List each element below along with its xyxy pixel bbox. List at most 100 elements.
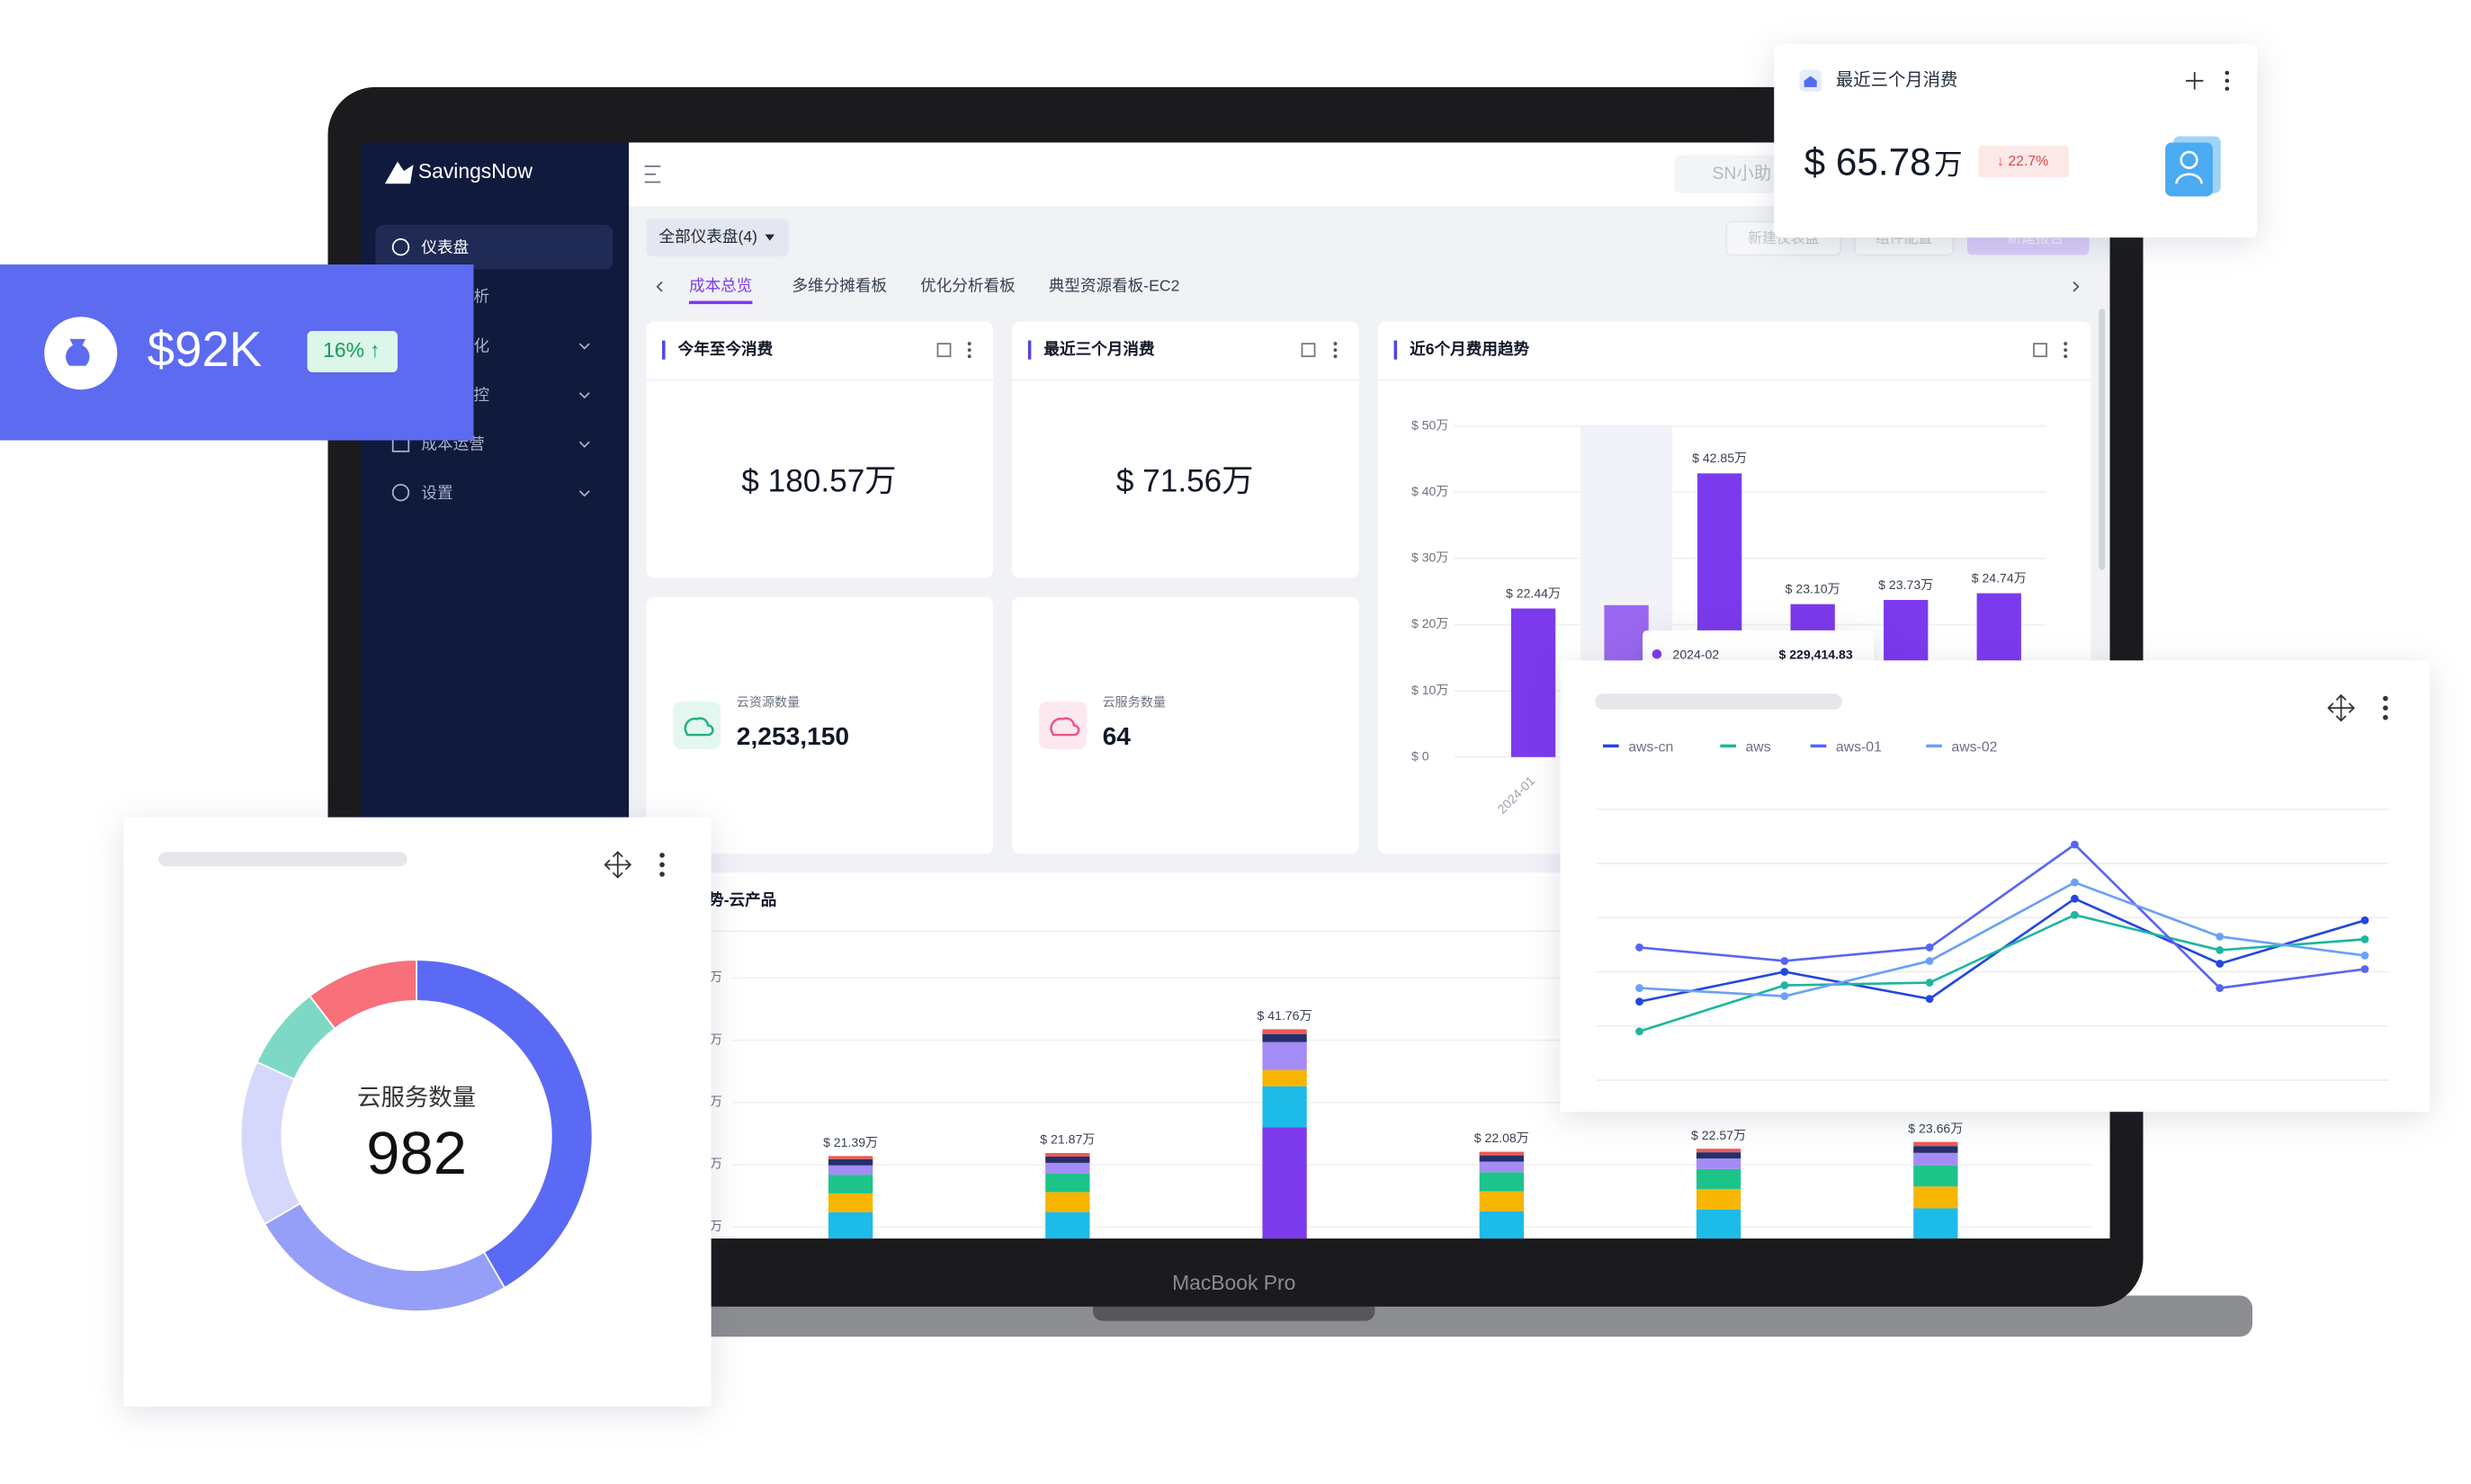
bar-segment: [1045, 1153, 1090, 1157]
menu-item[interactable]: 化: [474, 336, 490, 354]
selector[interactable]: [646, 219, 789, 257]
y-tick-label: $ 40万: [1411, 484, 1448, 498]
donut-segment: [309, 959, 417, 1030]
change-pill: [1978, 146, 2069, 178]
tooltip-dot: [1652, 648, 1662, 659]
bar-segment: [1913, 1186, 1958, 1209]
bar-segment: [1045, 1156, 1090, 1163]
spend-change: ↓ 22.7%: [1997, 154, 2048, 169]
bar-segment: [1479, 1191, 1524, 1211]
more-icon[interactable]: [659, 853, 665, 877]
series-point: [1925, 995, 1934, 1004]
caret: [765, 234, 775, 241]
card-value: 2,253,150: [737, 721, 849, 750]
card: [123, 817, 712, 1407]
series-point: [2071, 878, 2079, 887]
bar-segment: [828, 1175, 873, 1193]
card-title: 近6个月费用趋势: [1410, 340, 1529, 358]
model-label: MacBook Pro: [1172, 1271, 1295, 1294]
card-tools[interactable]: [936, 342, 2068, 359]
series-point: [2360, 952, 2369, 960]
data-label: $ 23.10万: [1786, 582, 1840, 596]
user-icon: [2165, 142, 2213, 197]
donut-chart: [239, 959, 594, 1312]
data-label: $ 22.44万: [1506, 586, 1561, 600]
menu-item[interactable]: 析: [474, 288, 490, 306]
move-icon[interactable]: [2327, 693, 2355, 722]
bar-segment: [1696, 1158, 1741, 1169]
more-icon[interactable]: [2225, 70, 2230, 91]
title-accent: [1393, 340, 1398, 360]
bar-segment: [1696, 1152, 1741, 1159]
assistant[interactable]: SN小助: [1713, 164, 1772, 183]
card-title: 最近三个月消费: [1836, 70, 1958, 90]
icon-box: [1039, 702, 1087, 749]
more-icon[interactable]: [2383, 695, 2388, 720]
bar-segment: [1262, 1041, 1307, 1070]
series-point: [1635, 943, 1643, 952]
y-tick-label: $ 20万: [1411, 616, 1448, 630]
total-label: $ 21.39万: [823, 1135, 878, 1149]
menu-toggle[interactable]: [644, 165, 661, 183]
brand: SavingsNow: [418, 159, 533, 183]
series-point: [2216, 946, 2225, 954]
donut-value: 982: [366, 1120, 467, 1187]
series-point: [1635, 984, 1643, 992]
card-title: 今年至今消费: [677, 340, 774, 358]
series-point: [1780, 992, 1789, 1001]
tab-active[interactable]: 成本总览: [689, 276, 752, 294]
bar-segment: [1479, 1211, 1524, 1239]
total-label: $ 22.57万: [1691, 1128, 1746, 1142]
card: [646, 321, 994, 578]
y-tick-label: $ 10万: [1411, 683, 1448, 697]
y-tick-label: 万: [710, 1032, 722, 1046]
logo: [384, 161, 414, 184]
cloud-icon: [1050, 717, 1080, 737]
series-point: [2216, 932, 2225, 941]
y-tick-label: 万: [710, 1219, 722, 1233]
bar-segment: [1696, 1188, 1741, 1210]
total-label: $ 41.76万: [1258, 1008, 1312, 1023]
card-dividers: [646, 379, 2110, 933]
tab[interactable]: 典型资源看板-EC2: [1049, 276, 1180, 294]
move-icon[interactable]: [604, 851, 632, 879]
bar-segment: [1262, 1029, 1307, 1034]
legend-label: aws-02: [1951, 739, 1997, 755]
series-point: [1925, 957, 1934, 965]
bar-segment: [1045, 1173, 1090, 1193]
scrollbar[interactable]: [2099, 308, 2106, 570]
title-accent: [662, 340, 666, 360]
card-value: 64: [1103, 721, 1132, 750]
user-glyph: [2180, 150, 2198, 169]
bar-segment: [828, 1156, 873, 1159]
menu-active[interactable]: [375, 225, 613, 270]
tab-underline: [688, 300, 753, 305]
menu-item[interactable]: 设置: [421, 484, 452, 502]
tab[interactable]: 多维分摊看板: [792, 276, 887, 294]
tab-arrows[interactable]: [656, 281, 2080, 292]
bar-segment: [1479, 1161, 1524, 1173]
data-label: $ 23.73万: [1878, 577, 1933, 592]
savings-change: 16% ↑: [323, 338, 380, 362]
assistant-box[interactable]: [1674, 155, 1786, 193]
series-point: [2216, 960, 2225, 968]
bar-segment: [1262, 1033, 1307, 1042]
bar-segment: [1045, 1211, 1090, 1239]
tab[interactable]: 优化分析看板: [920, 276, 1016, 294]
total-label: $ 22.08万: [1474, 1131, 1529, 1145]
menu-item[interactable]: 控: [474, 386, 490, 404]
bar-segment: [1913, 1208, 1958, 1239]
bar-segment: [1696, 1168, 1741, 1189]
series-line: [1639, 881, 2366, 997]
series-point: [1635, 1027, 1643, 1036]
user-glyph: [2175, 173, 2203, 184]
series-point: [2071, 910, 2079, 919]
selector-label[interactable]: 全部仪表盘(4): [659, 228, 757, 246]
menu-item[interactable]: 仪表盘: [421, 238, 469, 256]
bar-segment: [828, 1165, 873, 1176]
move-icon[interactable]: [2186, 72, 2204, 90]
card: [1012, 596, 1359, 854]
series-point: [1925, 943, 1934, 952]
spend-value: $ 65.78: [1804, 140, 1931, 183]
